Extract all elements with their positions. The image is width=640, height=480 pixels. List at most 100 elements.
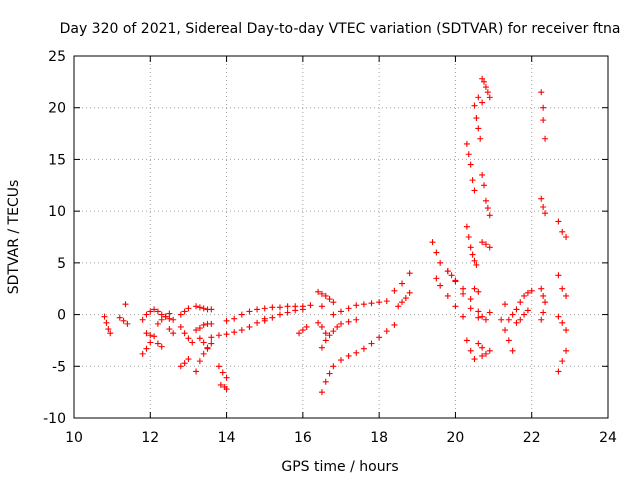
data-point [158,343,165,350]
series-s9 [166,326,177,337]
data-point [162,313,169,320]
data-point [475,94,482,101]
series-s43 [475,340,486,351]
data-point [563,327,570,334]
data-point [433,275,440,282]
series-s35 [463,223,480,268]
series-s39 [479,171,493,219]
data-point [465,151,472,158]
data-point [437,259,444,266]
series-s4 [139,306,173,323]
data-point [498,316,505,323]
data-point [444,292,451,299]
x-tick-label: 14 [218,430,236,446]
data-point [538,89,545,96]
data-point [284,309,291,316]
data-point [406,289,413,296]
data-point [538,195,545,202]
data-point [444,268,451,275]
data-point [154,308,161,315]
data-point [509,347,516,354]
series-s40 [479,239,493,251]
data-point [122,301,129,308]
data-point [505,316,512,323]
series-s8 [154,340,165,350]
data-point [139,350,146,357]
data-point [208,334,215,341]
data-point [353,316,360,323]
data-point [330,311,337,318]
data-point [101,313,108,320]
y-tick-label: 25 [48,49,66,65]
data-point [254,306,261,313]
data-point [326,332,333,339]
series-s1 [101,313,114,337]
data-point [353,349,360,356]
data-point [559,228,566,235]
data-point [505,337,512,344]
y-tick-label: 10 [48,204,66,220]
data-point [166,315,173,322]
data-point [246,323,253,330]
data-point [467,347,474,354]
data-point [395,303,402,310]
x-axis-ticks: 10 12 14 16 18 20 22 24 [65,56,617,446]
series-s21 [261,306,306,324]
y-axis-label: SDTVAR / TECUs [6,180,22,295]
data-point [460,285,467,292]
data-point [330,299,337,306]
data-point [322,337,329,344]
data-point [482,197,489,204]
data-point [360,301,367,308]
series-s26 [318,316,360,351]
data-point [383,328,390,335]
y-axis-ticks: -10 -5 0 5 10 15 20 25 [43,49,608,427]
data-point [376,334,383,341]
data-point [318,344,325,351]
data-point [318,323,325,330]
series-s57 [555,347,570,375]
data-point [107,330,114,337]
data-point [475,314,482,321]
data-point [509,311,516,318]
data-point [360,345,367,352]
data-point [322,330,329,337]
data-point [215,363,222,370]
data-point [469,177,476,184]
series-s45 [479,309,493,323]
data-point [196,358,203,365]
y-tick-label: 0 [57,308,66,324]
data-point [429,239,436,246]
data-point [479,352,486,359]
series-s48 [505,287,535,323]
x-tick-label: 16 [294,430,312,446]
data-point [448,272,455,279]
data-point [139,316,146,323]
data-point [460,290,467,297]
data-point [193,303,200,310]
data-point [154,340,161,347]
series-s54 [555,218,570,240]
data-point [217,381,224,388]
data-point [486,347,493,354]
data-point [322,292,329,299]
data-point [303,323,310,330]
data-point [559,285,566,292]
data-point [486,94,493,101]
data-point [484,89,491,96]
data-point [473,261,480,268]
data-point [559,358,566,365]
data-point [120,317,127,324]
series-s37 [479,75,493,101]
data-point [103,319,110,326]
data-point [542,210,549,217]
data-point [334,323,341,330]
data-point [563,292,570,299]
data-point [467,296,474,303]
x-axis-label: GPS time / hours [281,459,398,475]
data-point [473,115,480,122]
data-point [196,335,203,342]
grid-lines [74,56,608,418]
series-s49 [513,307,531,326]
series-s23 [315,288,337,306]
